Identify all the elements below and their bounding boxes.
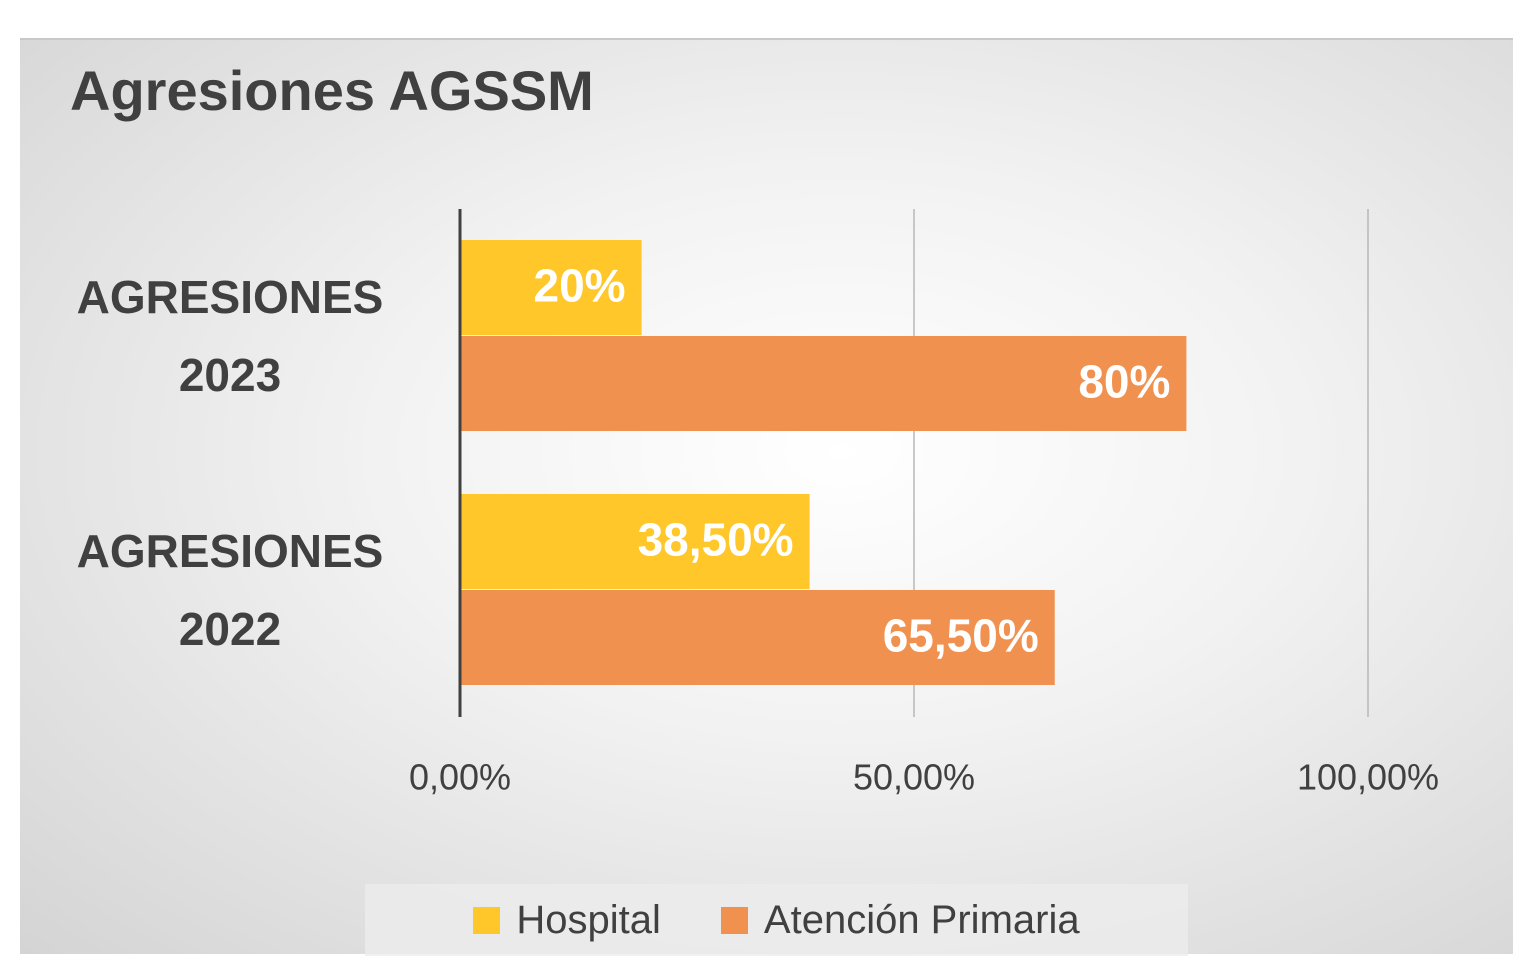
legend-item: Atención Primaria (720, 897, 1080, 943)
y-tick-label: AGRESIONES 2022 (76, 525, 384, 655)
legend-swatch (473, 906, 501, 934)
legend-swatch (720, 906, 748, 934)
y-tick-label: AGRESIONES 2023 (76, 271, 384, 401)
legend-label: Atención Primaria (763, 897, 1080, 942)
data-label: 20% (534, 260, 626, 312)
legend-item: Hospital (473, 898, 661, 943)
bar (460, 590, 1055, 685)
x-tick-label: 100,00% (1297, 757, 1439, 798)
chart-title: Agresiones AGSSM (70, 59, 594, 122)
legend: Hospital Atención Primaria (365, 884, 1188, 956)
chart-area: Agresiones AGSSM 0,00% 50,00% 100,00% 20% 80… (20, 38, 1513, 956)
bar (460, 336, 1187, 431)
legend-label: Hospital (516, 897, 661, 942)
bar (460, 240, 642, 335)
bar (460, 494, 810, 589)
data-label: 38,50% (638, 514, 794, 566)
x-tick-label: 0,00% (409, 757, 511, 798)
chart: Agresiones AGSSM 0,00% 50,00% 100,00% 20% 80… (70, 59, 1439, 798)
data-label: 80% (1078, 356, 1170, 408)
data-label: 65,50% (883, 610, 1039, 662)
x-tick-label: 50,00% (853, 757, 975, 798)
